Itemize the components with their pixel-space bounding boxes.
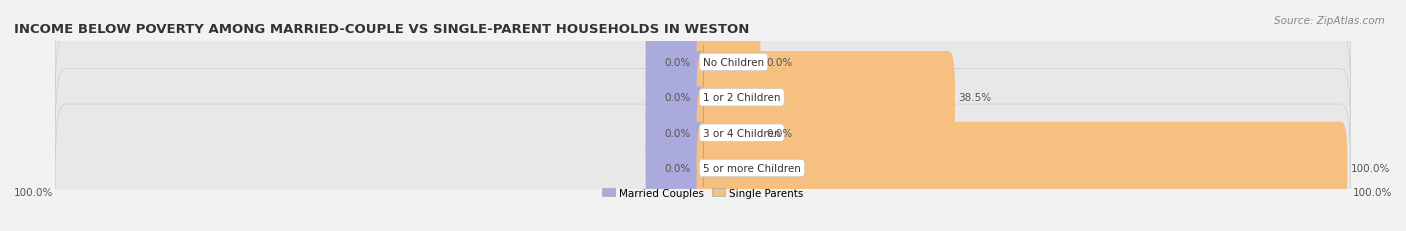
Text: 100.0%: 100.0%: [1353, 188, 1392, 198]
Text: 0.0%: 0.0%: [664, 163, 690, 173]
Text: 0.0%: 0.0%: [766, 128, 793, 138]
Text: Source: ZipAtlas.com: Source: ZipAtlas.com: [1274, 16, 1385, 26]
FancyBboxPatch shape: [55, 105, 1351, 231]
Text: 5 or more Children: 5 or more Children: [703, 163, 801, 173]
Text: 100.0%: 100.0%: [1351, 163, 1391, 173]
Text: 0.0%: 0.0%: [664, 128, 690, 138]
FancyBboxPatch shape: [696, 122, 1347, 214]
Text: 1 or 2 Children: 1 or 2 Children: [703, 93, 780, 103]
FancyBboxPatch shape: [696, 87, 761, 179]
Text: No Children: No Children: [703, 58, 763, 68]
Text: 0.0%: 0.0%: [664, 93, 690, 103]
FancyBboxPatch shape: [645, 87, 710, 179]
FancyBboxPatch shape: [55, 69, 1351, 197]
FancyBboxPatch shape: [645, 122, 710, 214]
Text: 3 or 4 Children: 3 or 4 Children: [703, 128, 780, 138]
FancyBboxPatch shape: [55, 0, 1351, 126]
Legend: Married Couples, Single Parents: Married Couples, Single Parents: [599, 184, 807, 202]
Text: 0.0%: 0.0%: [766, 58, 793, 68]
Text: INCOME BELOW POVERTY AMONG MARRIED-COUPLE VS SINGLE-PARENT HOUSEHOLDS IN WESTON: INCOME BELOW POVERTY AMONG MARRIED-COUPL…: [14, 23, 749, 36]
FancyBboxPatch shape: [645, 17, 710, 109]
FancyBboxPatch shape: [645, 52, 710, 144]
Text: 38.5%: 38.5%: [957, 93, 991, 103]
Text: 0.0%: 0.0%: [664, 58, 690, 68]
FancyBboxPatch shape: [696, 52, 955, 144]
FancyBboxPatch shape: [55, 34, 1351, 162]
Text: 100.0%: 100.0%: [14, 188, 53, 198]
FancyBboxPatch shape: [696, 17, 761, 109]
